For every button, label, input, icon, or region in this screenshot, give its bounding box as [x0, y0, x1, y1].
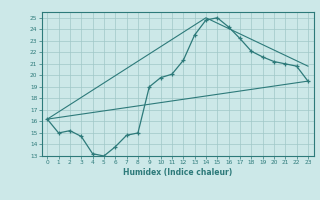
X-axis label: Humidex (Indice chaleur): Humidex (Indice chaleur): [123, 168, 232, 177]
